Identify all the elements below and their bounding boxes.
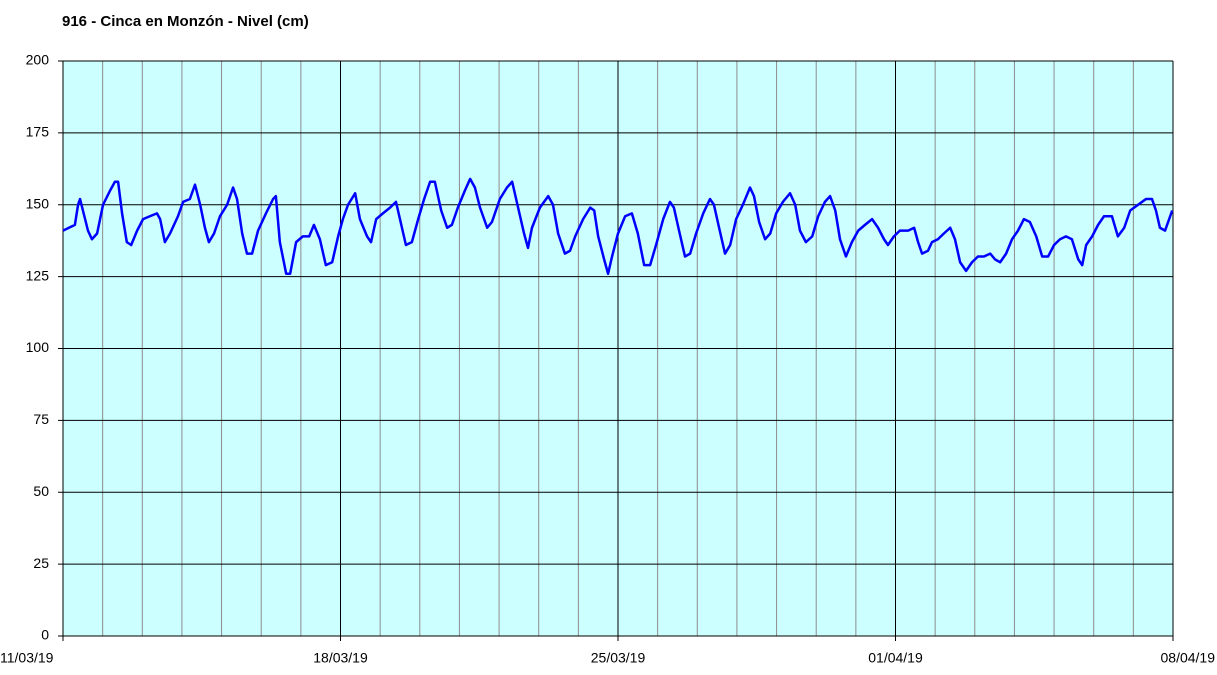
y-tick-label: 25 xyxy=(33,555,49,571)
x-tick-label: 11/03/19 xyxy=(0,650,54,666)
x-tick-label: 25/03/19 xyxy=(591,650,646,666)
y-tick-label: 200 xyxy=(26,52,50,68)
x-tick-label: 01/04/19 xyxy=(868,650,923,666)
y-tick-label: 0 xyxy=(41,627,49,643)
y-tick-label: 175 xyxy=(26,124,50,140)
data-line xyxy=(62,177,1174,275)
y-tick-label: 150 xyxy=(26,195,50,211)
y-tick-label: 100 xyxy=(26,339,50,355)
y-tick-label: 75 xyxy=(33,411,49,427)
x-tick-label: 08/04/19 xyxy=(1161,650,1216,666)
x-tick-label: 18/03/19 xyxy=(313,650,368,666)
y-tick-label: 50 xyxy=(33,483,49,499)
y-tick-label: 125 xyxy=(26,267,50,283)
chart-title: 916 - Cinca en Monzón - Nivel (cm) xyxy=(62,13,309,30)
